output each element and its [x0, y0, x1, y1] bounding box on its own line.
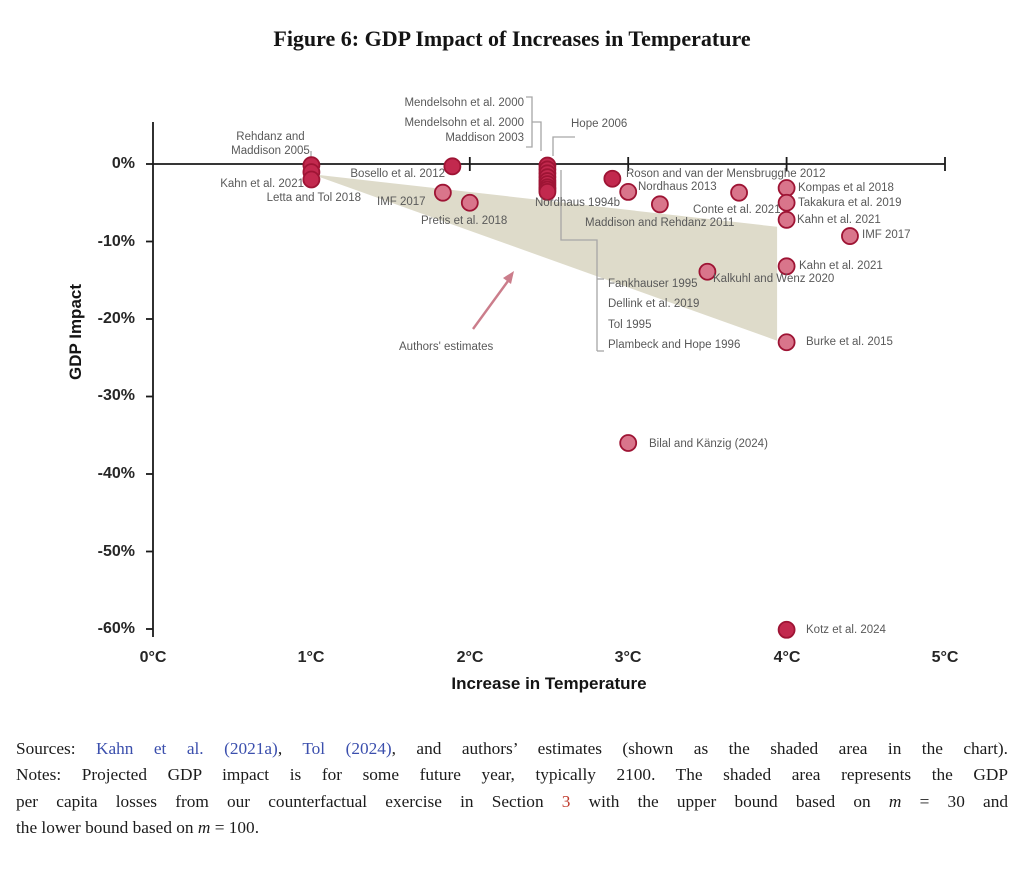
- x-tick-label-2c: 2°C: [456, 649, 484, 666]
- annotation-burke-2015: Burke et al. 2015: [806, 336, 893, 348]
- m-variable-1: m: [888, 791, 902, 811]
- sources-suffix: , and authors’ estimates (shown as the s…: [391, 739, 1008, 758]
- annotation-kalkuhl-wenz-2020: Kalkuhl and Wenz 2020: [713, 273, 835, 285]
- data-points-layer: [302, 156, 859, 639]
- notes-line2-c: = 30 and: [901, 791, 1008, 811]
- annotation-kompas-2018: Kompas et al 2018: [798, 182, 894, 194]
- y-tick-label-0: 0%: [111, 155, 135, 172]
- annotation-maddison-rehdanz-2011: Maddison and Rehdanz 2011: [585, 217, 735, 229]
- connector-hope: [552, 136, 575, 156]
- caption-block: Sources: Kahn et al. (2021a), Tol (2024)…: [16, 736, 1008, 842]
- sources-prefix: Sources:: [16, 739, 96, 758]
- y-tick-label-30: -30%: [97, 387, 135, 404]
- data-point: [650, 195, 669, 214]
- notes-line-1: Notes: Projected GDP impact is for some …: [16, 765, 1008, 785]
- y-tick-label-50: -50%: [97, 543, 135, 560]
- section-ref-link[interactable]: 3: [561, 791, 571, 811]
- x-tick-label-0c: 0°C: [139, 649, 167, 666]
- data-point: [698, 262, 717, 281]
- annotation-maddison-2003: Maddison 2003: [445, 132, 524, 144]
- notes-line2-b: with the upper bound based on: [570, 791, 889, 811]
- chart-canvas: [146, 96, 946, 639]
- annotation-bosello-2012: Bosello et al. 2012: [350, 168, 445, 180]
- data-point: [777, 257, 796, 276]
- data-point: [538, 182, 557, 201]
- data-point: [619, 434, 638, 452]
- annotation-nordhaus-2013: Nordhaus 2013: [638, 181, 717, 193]
- y-tick-label-20: -20%: [97, 310, 135, 327]
- annotation-imf-2017-a: IMF 2017: [377, 196, 426, 208]
- y-axis-title: GDP Impact: [66, 283, 85, 381]
- notes-line3-b: = 100.: [210, 818, 260, 838]
- annotation-authors-estimates: Authors' estimates: [399, 341, 494, 353]
- data-point: [460, 193, 479, 212]
- annotation-kahn-2021-c: Kahn et al. 2021: [799, 260, 883, 272]
- notes-line-3: the lower bound based on m = 100.: [16, 815, 1008, 841]
- data-point: [777, 179, 796, 197]
- annotation-hope-2006: Hope 2006: [571, 118, 628, 130]
- annotation-imf-2017-b: IMF 2017: [862, 229, 911, 241]
- authors-estimates-arrow: [472, 271, 514, 330]
- notes-line-2: per capita losses from our counterfactua…: [16, 789, 1008, 815]
- y-tick-label-10: -10%: [97, 233, 135, 250]
- bracket-mendelsohn-group: [526, 96, 533, 148]
- annotation-mendelsohn-2000-a: Mendelsohn et al. 2000: [404, 97, 524, 109]
- x-axis-title: Increase in Temperature: [451, 674, 647, 693]
- data-point: [841, 227, 859, 245]
- gdp-impact-chart: 0% -10% -20% -30% -40% -50% -60% 0°C 1°C…: [66, 96, 959, 693]
- data-point: [730, 183, 748, 202]
- annotation-roson-2012: Roson and van der Mensbrugghe 2012: [626, 168, 826, 180]
- annotation-kahn-2021-b: Kahn et al. 2021: [797, 214, 881, 226]
- arrow-head: [503, 271, 514, 284]
- annotation-tol-1995: Tol 1995: [608, 319, 652, 331]
- connector-cluster-to-bracket: [560, 170, 598, 351]
- annotation-nordhaus-1994b: Nordhaus 1994b: [535, 197, 621, 209]
- sources-line: Sources: Kahn et al. (2021a), Tol (2024)…: [16, 736, 1008, 762]
- x-tick-label-4c: 4°C: [773, 649, 801, 666]
- notes-line2-a: per capita losses from our counterfactua…: [16, 791, 562, 811]
- authors-estimates-shaded-area: [311, 174, 778, 341]
- x-tick-label-1c: 1°C: [297, 649, 325, 666]
- annotation-conte-2021: Conte et al. 2021: [693, 204, 781, 216]
- label-connectors: [310, 96, 604, 352]
- x-tick-label-5c: 5°C: [931, 649, 959, 666]
- data-point: [777, 620, 796, 639]
- data-point: [619, 182, 638, 201]
- arrow-shaft: [472, 280, 509, 330]
- figure-title: Figure 6: GDP Impact of Increases in Tem…: [273, 26, 751, 51]
- data-point: [777, 333, 796, 352]
- annotation-takakura-2019: Takakura et al. 2019: [798, 197, 902, 209]
- x-tick-label-3c: 3°C: [614, 649, 642, 666]
- y-tick-label-60: -60%: [97, 620, 135, 637]
- annotation-fankhauser-1995: Fankhauser 1995: [608, 278, 698, 290]
- annotation-dellink-2019: Dellink et al. 2019: [608, 298, 700, 310]
- annotation-mendelsohn-2000-b: Mendelsohn et al. 2000: [404, 117, 524, 129]
- data-point: [603, 169, 622, 188]
- data-point: [777, 193, 796, 212]
- citation-link-tol[interactable]: Tol (2024): [302, 739, 392, 758]
- notes-line3-a: the lower bound based on: [16, 818, 198, 838]
- annotation-rehdanz-maddison-2005: Rehdanz and Maddison 2005: [231, 131, 310, 157]
- annotation-kotz-2024: Kotz et al. 2024: [806, 624, 886, 636]
- shaded-area-layer: [311, 174, 778, 341]
- m-variable-2: m: [197, 818, 211, 838]
- sources-separator: ,: [277, 739, 303, 758]
- citation-link-kahn[interactable]: Kahn et al. (2021a): [95, 739, 278, 758]
- y-tick-label-40: -40%: [97, 465, 135, 482]
- annotation-bilal-kanzig-2024: Bilal and Känzig (2024): [649, 438, 768, 450]
- data-point: [433, 183, 452, 202]
- data-point: [443, 157, 462, 176]
- data-point: [777, 210, 796, 229]
- annotation-letta-tol-2018: Letta and Tol 2018: [266, 192, 361, 204]
- data-point: [302, 170, 321, 189]
- connector-mendelsohn-cluster: [532, 121, 542, 151]
- annotation-pretis-2018: Pretis et al. 2018: [421, 215, 508, 227]
- annotation-kahn-2021-a: Kahn et al. 2021: [220, 178, 304, 190]
- annotation-plambeck-hope-1996: Plambeck and Hope 1996: [608, 339, 741, 351]
